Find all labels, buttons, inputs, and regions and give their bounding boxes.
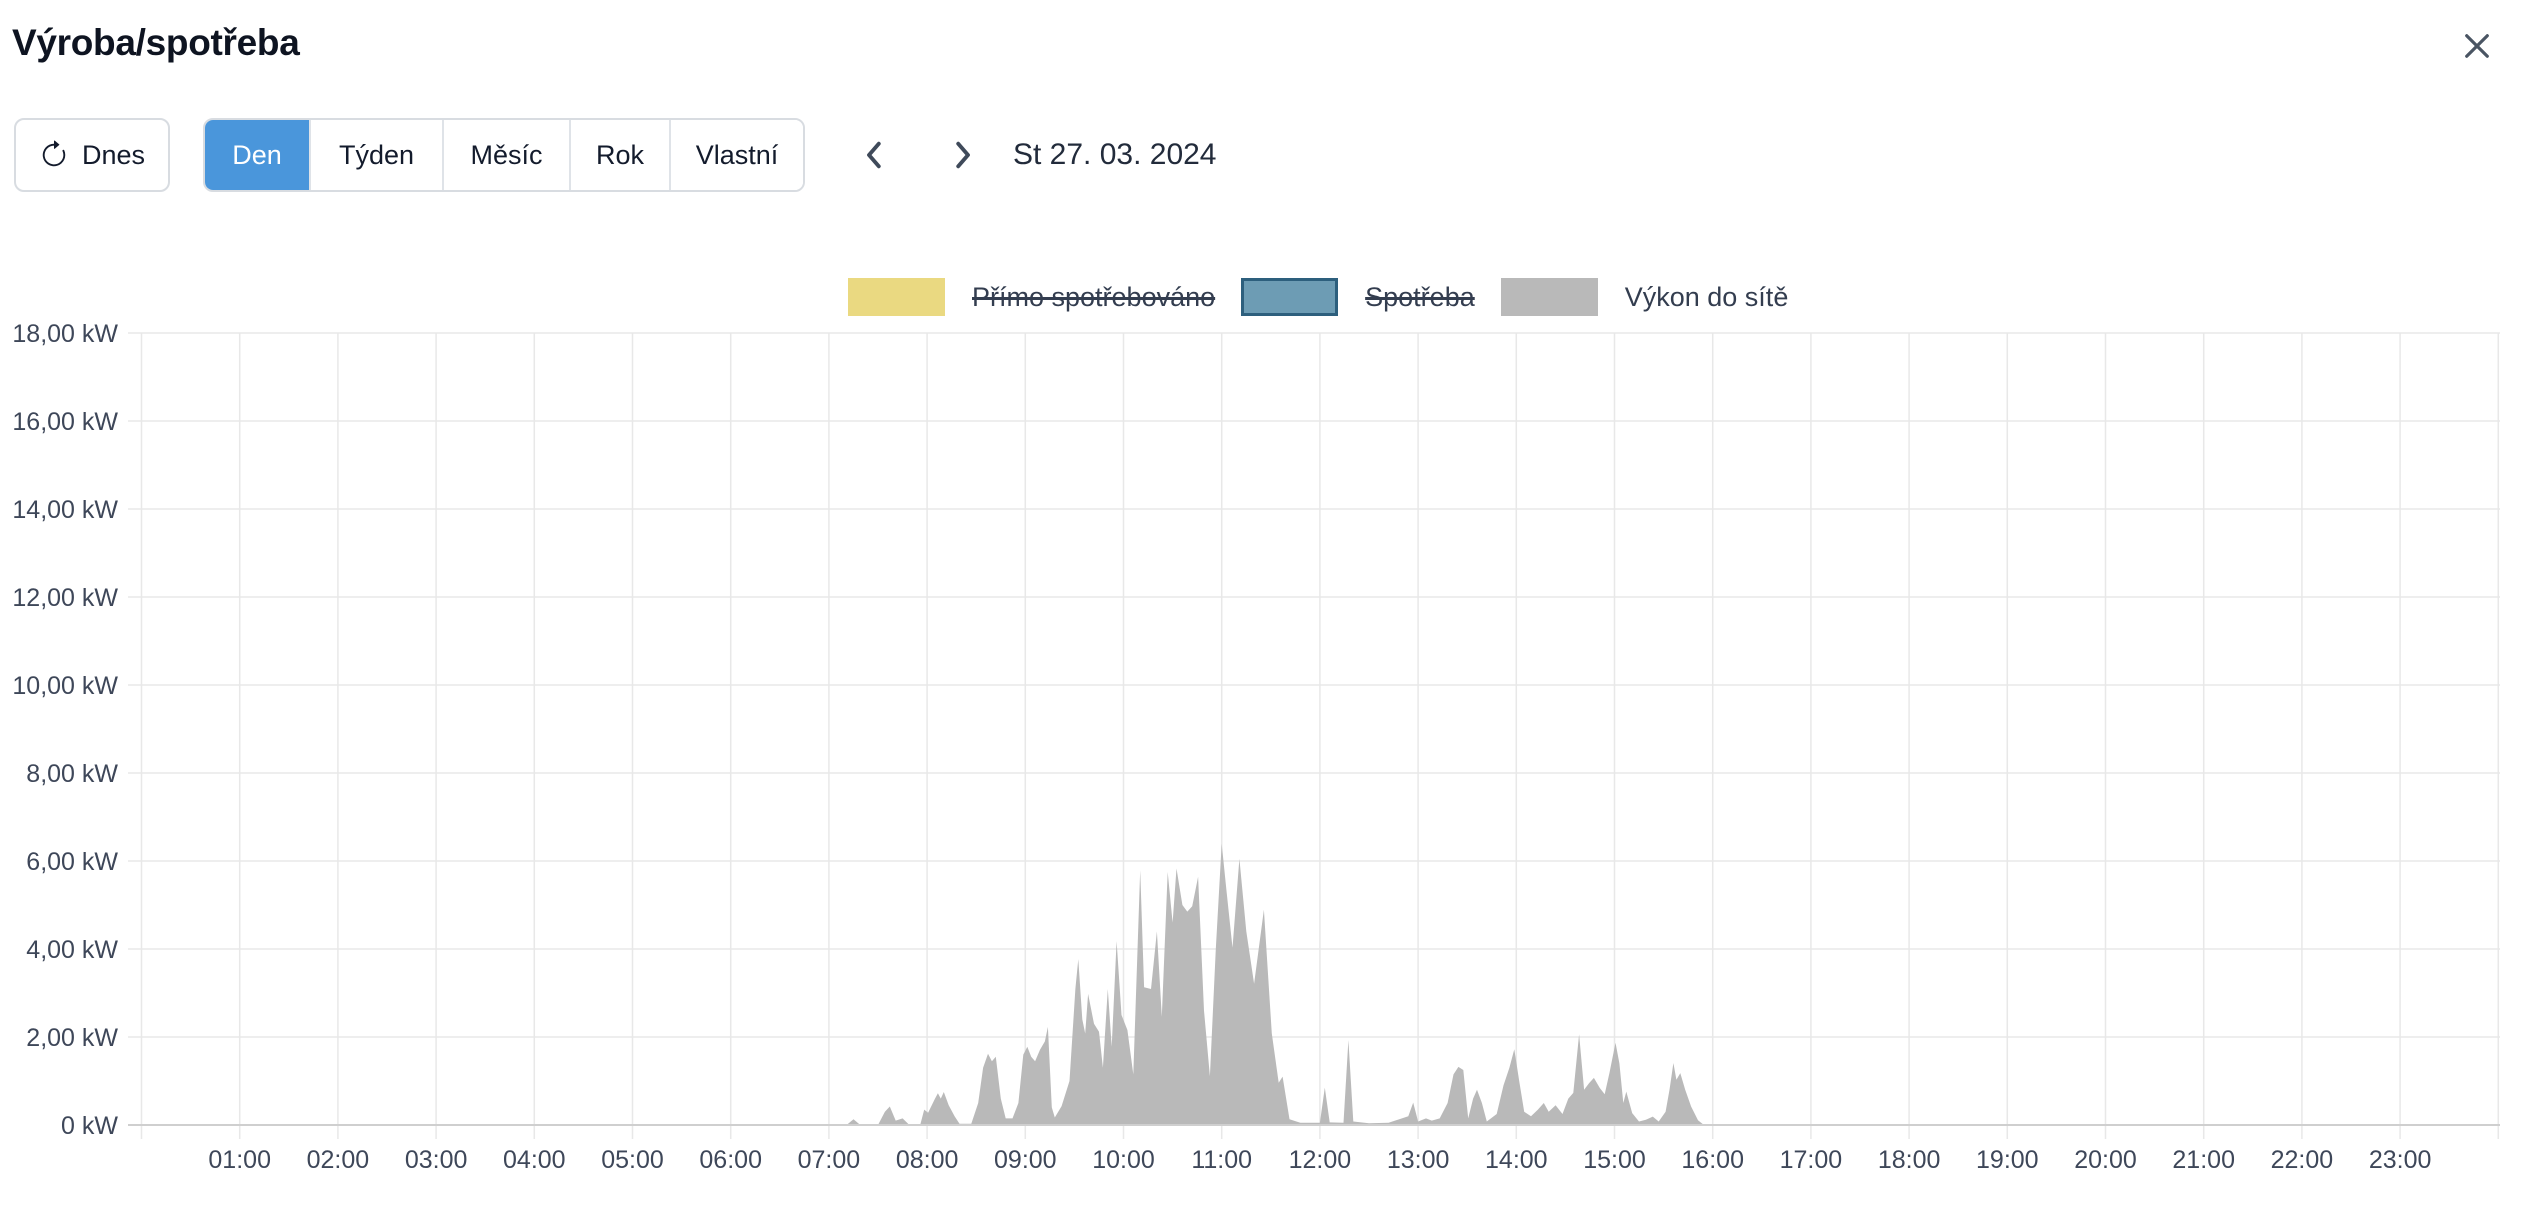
svg-text:6,00 kW: 6,00 kW bbox=[26, 848, 118, 876]
svg-text:11:00: 11:00 bbox=[1191, 1146, 1252, 1174]
next-day-button[interactable] bbox=[930, 118, 994, 192]
svg-text:12,00 kW: 12,00 kW bbox=[12, 584, 118, 612]
svg-text:13:00: 13:00 bbox=[1387, 1146, 1450, 1174]
svg-text:12:00: 12:00 bbox=[1289, 1146, 1352, 1174]
legend-item-spotreba[interactable]: Spotřeba bbox=[1241, 278, 1475, 316]
today-button[interactable]: Dnes bbox=[14, 118, 170, 192]
close-button[interactable] bbox=[2455, 24, 2499, 68]
svg-text:20:00: 20:00 bbox=[2074, 1146, 2137, 1174]
refresh-icon bbox=[39, 140, 69, 170]
tab-tyden[interactable]: Týden bbox=[309, 120, 442, 190]
current-date-label: St 27. 03. 2024 bbox=[1013, 138, 1217, 171]
svg-text:4,00 kW: 4,00 kW bbox=[26, 936, 118, 964]
svg-text:06:00: 06:00 bbox=[699, 1146, 762, 1174]
area-chart[interactable]: 0 kW 2,00 kW 4,00 kW 6,00 kW 8,00 kW 10,00 kW… bbox=[0, 300, 2528, 1205]
svg-text:21:00: 21:00 bbox=[2172, 1146, 2235, 1174]
tab-rok[interactable]: Rok bbox=[569, 120, 669, 190]
svg-text:04:00: 04:00 bbox=[503, 1146, 566, 1174]
legend-item-vykon-do-site[interactable]: Výkon do sítě bbox=[1500, 278, 1789, 316]
svg-text:10,00 kW: 10,00 kW bbox=[12, 672, 118, 700]
svg-text:16:00: 16:00 bbox=[1681, 1146, 1744, 1174]
svg-text:14:00: 14:00 bbox=[1485, 1146, 1548, 1174]
svg-text:19:00: 19:00 bbox=[1976, 1146, 2039, 1174]
tab-vlastni[interactable]: Vlastní bbox=[669, 120, 803, 190]
svg-text:18:00: 18:00 bbox=[1878, 1146, 1941, 1174]
today-button-label: Dnes bbox=[81, 139, 146, 170]
svg-text:02:00: 02:00 bbox=[307, 1146, 370, 1174]
chevron-left-icon bbox=[857, 137, 893, 173]
chevron-right-icon bbox=[944, 137, 980, 173]
svg-text:23:00: 23:00 bbox=[2369, 1146, 2432, 1174]
svg-text:03:00: 03:00 bbox=[405, 1146, 468, 1174]
chart-legend: Přímo spotřebováno Spotřeba Výkon do sít… bbox=[848, 276, 1788, 318]
legend-label: Přímo spotřebováno bbox=[972, 281, 1216, 312]
svg-text:18,00 kW: 18,00 kW bbox=[12, 320, 118, 348]
previous-day-button[interactable] bbox=[843, 118, 907, 192]
tab-mesic[interactable]: Měsíc bbox=[442, 120, 569, 190]
range-tab-group: Den Týden Měsíc Rok Vlastní bbox=[203, 118, 805, 192]
svg-text:16,00 kW: 16,00 kW bbox=[12, 408, 118, 436]
svg-text:15:00: 15:00 bbox=[1583, 1146, 1646, 1174]
page-title: Výroba/spotřeba bbox=[12, 22, 300, 63]
chart-canvas[interactable]: 0 kW 2,00 kW 4,00 kW 6,00 kW 8,00 kW 10,00 kW… bbox=[0, 300, 2528, 1205]
svg-text:10:00: 10:00 bbox=[1092, 1146, 1155, 1174]
svg-text:08:00: 08:00 bbox=[896, 1146, 959, 1174]
close-icon bbox=[2458, 27, 2496, 65]
legend-swatch-yellow bbox=[848, 278, 945, 316]
svg-text:8,00 kW: 8,00 kW bbox=[26, 760, 118, 788]
toolbar: Dnes Den Týden Měsíc Rok Vlastní St 27. … bbox=[0, 118, 2528, 192]
svg-text:05:00: 05:00 bbox=[601, 1146, 664, 1174]
svg-text:17:00: 17:00 bbox=[1780, 1146, 1843, 1174]
svg-text:09:00: 09:00 bbox=[994, 1146, 1057, 1174]
svg-text:01:00: 01:00 bbox=[208, 1146, 271, 1174]
svg-text:14,00 kW: 14,00 kW bbox=[12, 496, 118, 524]
svg-text:22:00: 22:00 bbox=[2271, 1146, 2334, 1174]
legend-label: Výkon do sítě bbox=[1624, 281, 1789, 312]
svg-text:07:00: 07:00 bbox=[798, 1146, 861, 1174]
legend-item-primo-spotrebovano[interactable]: Přímo spotřebováno bbox=[848, 278, 1215, 316]
legend-swatch-blue bbox=[1241, 278, 1339, 316]
svg-text:2,00 kW: 2,00 kW bbox=[26, 1024, 118, 1052]
legend-label: Spotřeba bbox=[1365, 281, 1475, 312]
tab-den[interactable]: Den bbox=[205, 120, 309, 190]
svg-text:0 kW: 0 kW bbox=[61, 1112, 118, 1140]
legend-swatch-gray bbox=[1500, 278, 1598, 316]
